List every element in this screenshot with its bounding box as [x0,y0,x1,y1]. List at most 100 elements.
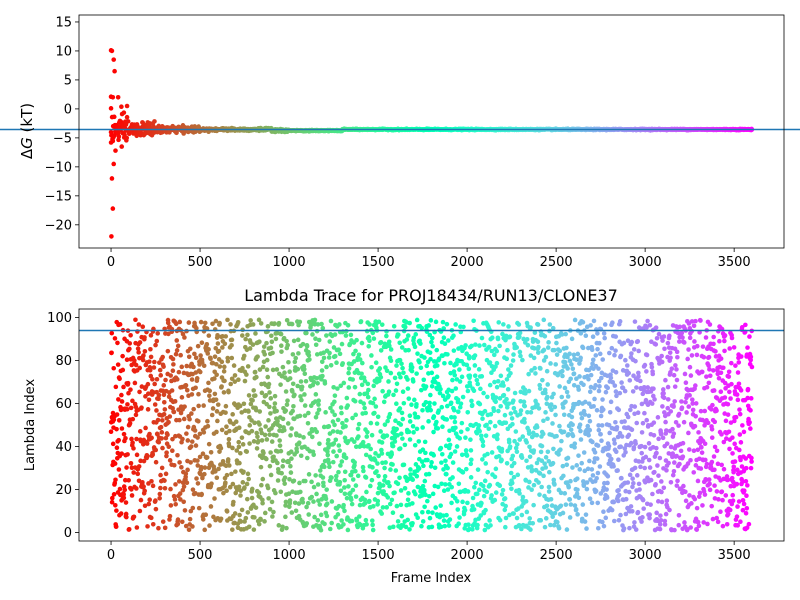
lambda-point [369,353,374,358]
lambda-point [223,410,228,415]
lambda-point [613,369,619,375]
lambda-point [407,527,412,532]
lambda-point [152,402,158,407]
lambda-point [324,333,329,338]
lambda-point [442,523,448,529]
lambda-point [426,493,432,499]
lambda-point [447,517,453,522]
lambda-point [142,335,147,340]
lambda-point [221,369,227,374]
lambda-point [394,401,399,406]
lambda-point [224,488,229,494]
lambda-point [262,432,268,438]
lambda-point [637,487,642,492]
lambda-point [229,342,234,348]
lambda-point [594,476,599,481]
lambda-point [650,491,655,497]
lambda-point [528,325,533,330]
lambda-point [387,501,393,507]
lambda-point [123,500,129,505]
lambda-point [390,510,396,516]
lambda-point [324,513,330,519]
lambda-point [659,479,664,484]
lambda-point [363,410,368,416]
lambda-point [497,343,502,349]
lambda-point [429,384,435,389]
lambda-point [264,357,270,363]
lambda-point [608,456,614,462]
lambda-point [298,489,303,495]
lambda-point [164,450,169,455]
lambda-point [160,354,165,360]
lambda-point [175,452,180,458]
delta-g-outlier-point [113,148,118,153]
lambda-point [476,423,482,428]
lambda-point [551,347,557,353]
lambda-point [442,360,447,366]
lambda-point [184,363,190,369]
lambda-point [346,370,351,376]
lambda-point [184,387,190,393]
lambda-point [291,338,297,344]
lambda-point [425,509,431,515]
lambda-point [379,511,385,516]
lambda-point [628,440,634,446]
lambda-point [633,441,638,446]
lambda-point [410,501,415,506]
lambda-point [265,324,271,329]
lambda-point [427,515,433,521]
lambda-point [595,331,600,336]
lambda-point [118,511,124,516]
lambda-point [186,354,192,360]
lambda-point [405,333,411,338]
lambda-point [189,377,195,382]
lambda-point [602,322,608,327]
lambda-point [342,469,348,475]
lambda-point [177,417,182,423]
lambda-point [135,346,141,351]
lambda-point [504,356,510,362]
lambda-point [164,453,169,459]
lambda-point [209,412,215,418]
lambda-point [568,427,574,433]
lambda-point [167,513,173,519]
lambda-point [526,388,532,394]
delta-g-point [125,119,131,124]
lambda-point [434,419,439,425]
lambda-point [522,403,528,409]
lambda-point [495,436,500,442]
lambda-point [659,359,665,365]
lambda-point [477,487,482,493]
lambda-point [397,340,403,346]
lambda-point [468,448,474,453]
lambda-point [605,474,611,479]
lambda-point [286,359,291,365]
lambda-point [236,425,242,430]
lambda-point [496,320,502,325]
lambda-point [163,471,169,477]
lambda-point [606,444,612,449]
lambda-point [386,389,392,395]
lambda-point [664,468,669,473]
lambda-point [137,340,143,345]
lambda-point [302,371,308,376]
lambda-point [130,398,135,404]
lambda-point [268,472,274,478]
lambda-point [343,455,349,461]
lambda-point [400,436,405,441]
lambda-point [274,408,279,414]
delta-g-outlier-point [111,57,117,62]
lambda-point [170,436,175,442]
lambda-point [346,385,352,390]
lambda-point [563,331,568,337]
lambda-point [180,331,186,337]
lambda-point [192,428,198,433]
lambda-point [531,355,537,361]
lambda-point [642,362,648,368]
lambda-point [493,395,499,400]
lambda-point [314,491,319,497]
lambda-point [651,386,656,392]
lambda-point [438,386,443,392]
lambda-point [465,500,470,506]
lambda-point [588,323,593,328]
